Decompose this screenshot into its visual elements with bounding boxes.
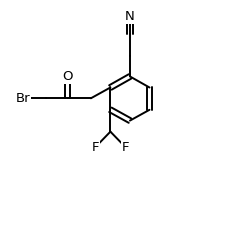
Text: O: O bbox=[62, 70, 73, 83]
Text: N: N bbox=[125, 10, 134, 23]
Text: Br: Br bbox=[16, 92, 30, 105]
Text: F: F bbox=[91, 141, 99, 154]
Text: F: F bbox=[121, 141, 128, 154]
